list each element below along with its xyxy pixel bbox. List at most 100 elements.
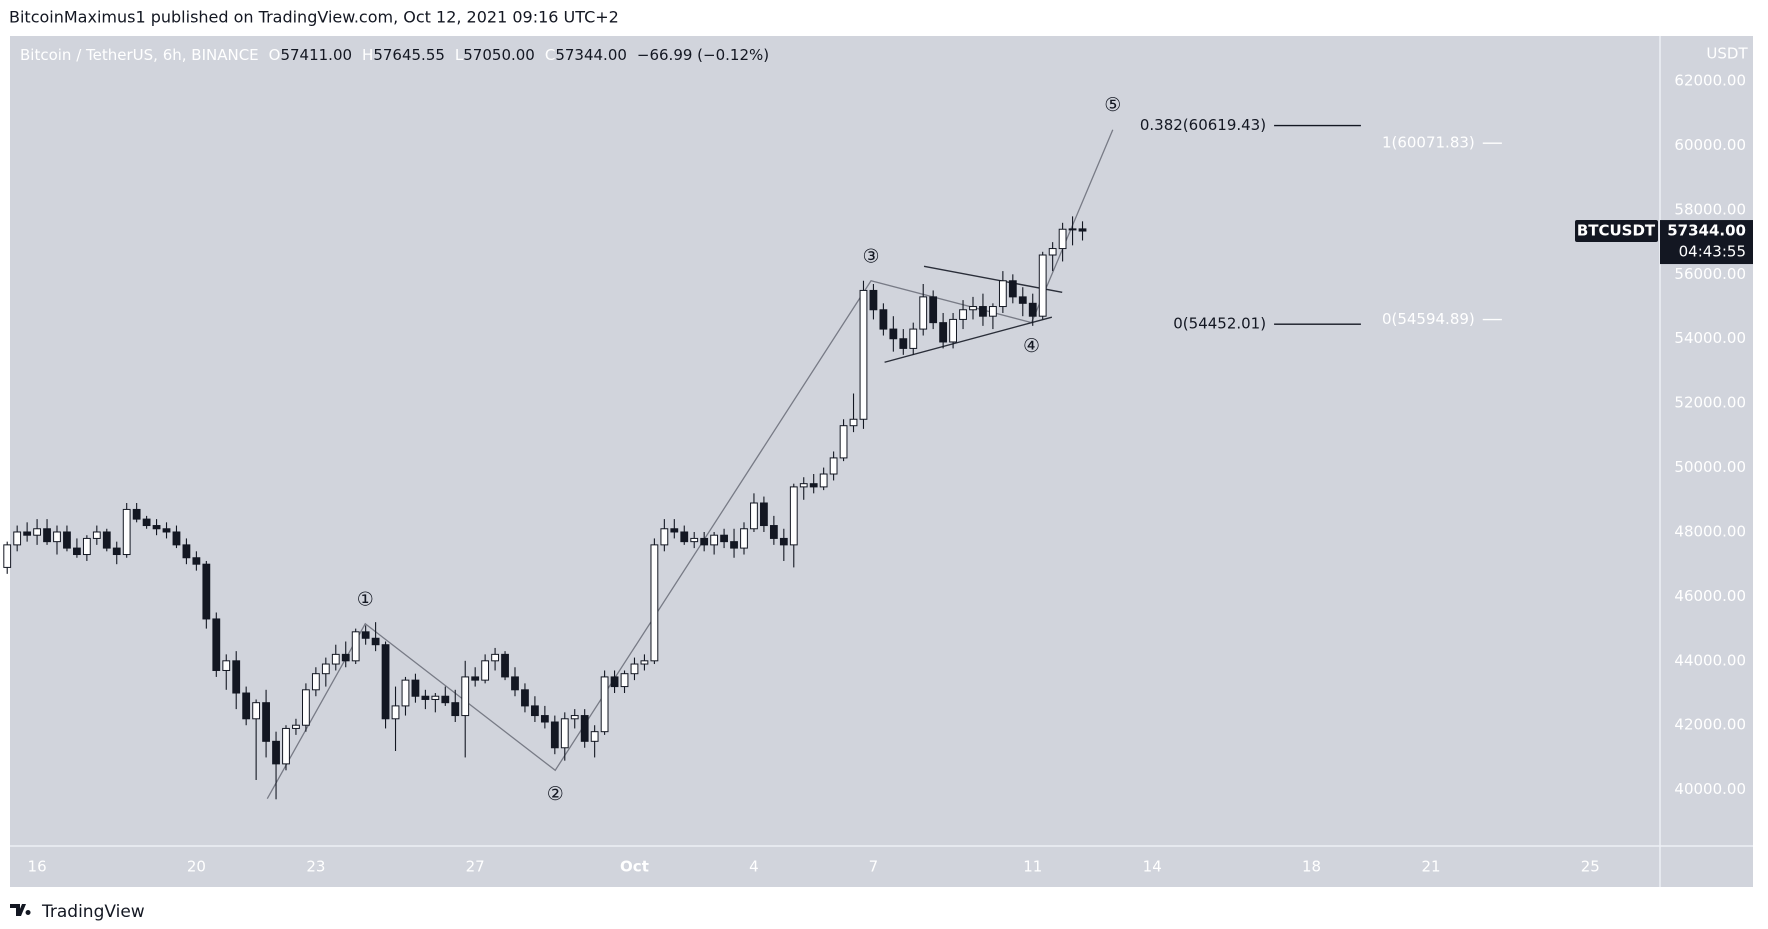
- candle-body: [660, 528, 669, 546]
- candle-body: [1028, 302, 1037, 317]
- candle-body: [779, 537, 788, 546]
- candle-body: [889, 328, 898, 340]
- candle-body: [192, 557, 201, 565]
- candle-body: [710, 534, 719, 546]
- y-tick-label: 44000.00: [1674, 651, 1746, 669]
- candle-body: [122, 508, 131, 556]
- x-tick-label: 21: [1421, 858, 1440, 876]
- candle-body: [63, 531, 71, 549]
- candle-body: [162, 528, 171, 533]
- candle-body: [341, 653, 350, 662]
- y-tick-label: 50000.00: [1674, 458, 1746, 476]
- legend: Bitcoin / TetherUS, 6h, BINANCE O57411.00…: [20, 46, 769, 64]
- y-tick-label: 46000.00: [1674, 587, 1746, 605]
- legend-key: O: [269, 46, 281, 64]
- candle-body: [232, 660, 241, 694]
- candle-body: [23, 531, 32, 536]
- candle-body: [331, 653, 340, 665]
- candle-body: [570, 715, 579, 720]
- candle-body: [1078, 228, 1087, 232]
- price-tag-box: [1660, 220, 1753, 265]
- brand: TradingView: [41, 902, 145, 922]
- candle-body: [282, 727, 290, 765]
- candle-body: [750, 502, 758, 530]
- candle-body: [740, 528, 748, 549]
- candle-body: [600, 676, 609, 733]
- candle-body: [879, 309, 888, 330]
- candle-body: [550, 721, 559, 749]
- candle-body: [311, 673, 320, 691]
- candle-body: [760, 502, 768, 527]
- candle-body: [441, 695, 450, 704]
- wave-label: ②: [547, 783, 564, 805]
- x-tick-label: 4: [749, 858, 759, 876]
- candle-body: [102, 531, 111, 549]
- price-tag-symbol-box: [1575, 220, 1658, 243]
- candle-body: [580, 715, 589, 742]
- candle-body: [92, 531, 101, 539]
- candle-body: [53, 531, 61, 543]
- candle-body: [859, 289, 868, 420]
- candle-body: [540, 715, 549, 723]
- legend-value: 57411.00: [280, 46, 352, 64]
- candle-body: [650, 544, 659, 662]
- candle-body: [321, 663, 330, 675]
- candle-body: [252, 702, 261, 720]
- candle-body: [819, 473, 828, 488]
- candle-body: [809, 483, 818, 488]
- candle-body: [620, 673, 629, 688]
- x-tick-label: 20: [187, 858, 206, 876]
- candle-body: [610, 676, 619, 688]
- candle-body: [979, 306, 987, 317]
- candle-body: [1058, 228, 1067, 250]
- candle-body: [73, 547, 81, 556]
- candle-body: [262, 702, 270, 742]
- candle-body: [451, 702, 460, 717]
- fib-label: 0.382(60619.43): [1140, 116, 1266, 134]
- candle-body: [1008, 280, 1017, 298]
- candle-body: [899, 338, 908, 349]
- candle-body: [401, 679, 410, 707]
- candle-body: [431, 695, 440, 700]
- legend-value: 57050.00: [463, 46, 535, 64]
- candle-body: [361, 631, 370, 639]
- candle-body: [531, 705, 539, 717]
- x-tick-label: Oct: [620, 858, 649, 876]
- candle-body: [411, 679, 420, 697]
- y-tick-label: 56000.00: [1674, 265, 1746, 283]
- candle-body: [302, 689, 310, 726]
- logo-mark: [10, 904, 31, 916]
- candle-body: [789, 486, 798, 546]
- x-tick-label: 14: [1143, 858, 1162, 876]
- candle-body: [33, 528, 41, 536]
- candle-body: [371, 637, 380, 646]
- candle-body: [1068, 228, 1077, 231]
- legend-key: H: [362, 46, 373, 64]
- candle-body: [182, 544, 191, 559]
- candle-body: [730, 541, 738, 549]
- price-tag-symbol: BTCUSDT: [1577, 222, 1656, 240]
- candle-body: [501, 653, 509, 678]
- candle-body: [640, 660, 649, 665]
- candle-body: [939, 322, 948, 343]
- candle-body: [13, 531, 22, 546]
- legend-key: L: [455, 46, 464, 64]
- candle-body: [590, 731, 599, 742]
- legend-value: 57645.55: [373, 46, 445, 64]
- wave-label: ①: [357, 588, 374, 610]
- candle-body: [630, 663, 639, 675]
- y-axis-unit: USDT: [1706, 45, 1748, 63]
- candle-body: [680, 531, 689, 543]
- candle-body: [381, 644, 390, 720]
- candle-body: [849, 418, 858, 427]
- candle-body: [949, 318, 957, 343]
- candle-body: [421, 695, 430, 700]
- brand-logo: [10, 904, 31, 916]
- fib-label: 1(60071.83): [1382, 134, 1475, 152]
- candle-body: [511, 676, 519, 691]
- candle-body: [998, 280, 1007, 308]
- fib-label: 0(54594.89): [1382, 310, 1475, 328]
- candle-body: [670, 528, 679, 533]
- candle-body: [839, 425, 848, 459]
